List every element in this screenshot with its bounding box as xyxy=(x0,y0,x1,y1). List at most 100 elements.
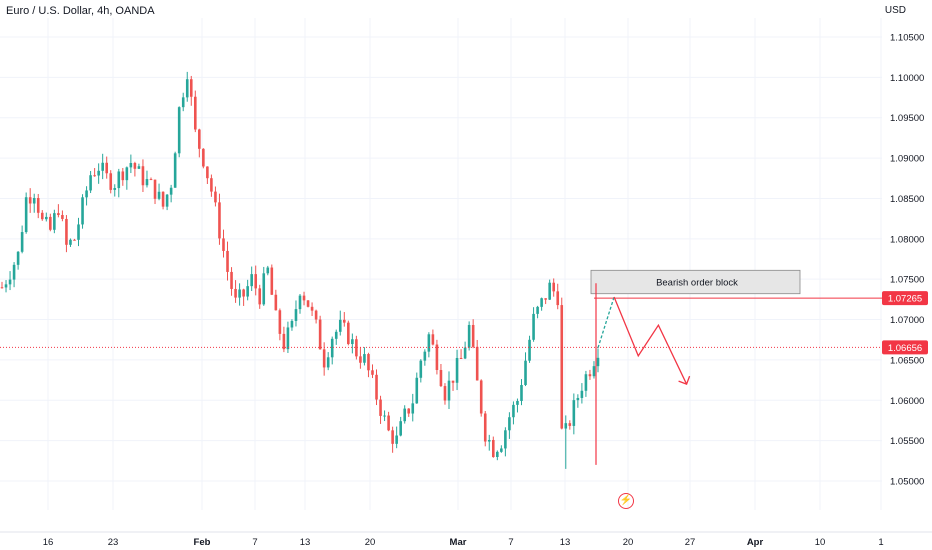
order-block-rect[interactable] xyxy=(590,269,801,295)
price-level-badge xyxy=(882,340,928,355)
candle-body xyxy=(89,175,92,191)
candle-body xyxy=(592,366,596,377)
candle-body xyxy=(528,339,531,361)
candle-body xyxy=(431,334,435,345)
x-tick-label: 20 xyxy=(623,537,634,548)
candle-body xyxy=(32,198,36,204)
x-tick-label: 1 xyxy=(878,537,883,548)
candle-body xyxy=(129,163,133,168)
x-tick-label: 16 xyxy=(43,537,54,548)
y-tick-label: 1.06500 xyxy=(890,355,924,366)
candle-body xyxy=(516,400,519,405)
candle-body xyxy=(149,179,153,181)
candle-body xyxy=(544,298,547,300)
candle-body xyxy=(198,129,201,149)
candle-body xyxy=(181,97,185,108)
candle-body xyxy=(371,370,374,375)
candle-body xyxy=(218,202,221,239)
candle-body xyxy=(310,306,314,311)
candle-body xyxy=(250,274,253,287)
candle-body xyxy=(101,162,104,171)
x-tick-label: Mar xyxy=(450,537,467,548)
candle-body xyxy=(403,408,407,422)
candle-body xyxy=(185,79,189,98)
candle-body xyxy=(137,166,141,169)
candle-body xyxy=(214,191,217,203)
candle-body xyxy=(359,356,362,363)
candle-body xyxy=(596,357,600,367)
candle-body xyxy=(415,377,419,404)
price-levels-layer: 1.07265 1.06656 xyxy=(0,291,928,355)
candle-body xyxy=(85,190,88,198)
candle-body xyxy=(435,344,439,370)
candle-body xyxy=(443,386,447,401)
candle-body xyxy=(552,282,556,292)
candle-body xyxy=(286,327,290,350)
x-tick-label: 10 xyxy=(815,537,826,548)
candle-body xyxy=(447,380,451,401)
candle-body xyxy=(459,357,463,359)
candle-body xyxy=(61,215,64,219)
candle-body xyxy=(548,282,551,300)
candle-body xyxy=(572,400,576,426)
candle-body xyxy=(44,216,48,220)
x-tick-label: 13 xyxy=(300,537,311,548)
candle-body xyxy=(367,354,370,371)
y-tick-label: 1.10500 xyxy=(890,33,924,44)
candle-body xyxy=(467,324,471,348)
candle-body xyxy=(314,310,318,320)
candle-body xyxy=(278,310,282,334)
candle-body xyxy=(318,319,322,350)
candle-body xyxy=(8,279,12,285)
candle-body xyxy=(520,385,523,401)
candle-body xyxy=(254,274,258,289)
candle-body xyxy=(69,239,72,245)
candle-body xyxy=(169,187,173,195)
projection-layer xyxy=(597,296,691,385)
candle-body xyxy=(500,448,503,452)
candle-body xyxy=(334,331,338,339)
candle-body xyxy=(556,291,560,306)
candle-body xyxy=(294,309,298,321)
candle-body xyxy=(282,333,286,350)
candle-body xyxy=(576,397,580,401)
candle-body xyxy=(238,289,241,298)
projection-down-path xyxy=(613,296,688,385)
candle-body xyxy=(157,191,161,199)
candle-body xyxy=(24,197,28,233)
candle-body xyxy=(338,319,342,332)
candle-body xyxy=(524,360,527,386)
y-tick-label: 1.06000 xyxy=(890,396,924,407)
y-tick-label: 1.05500 xyxy=(890,436,924,447)
candle-body xyxy=(105,162,109,174)
candle-body xyxy=(290,320,294,328)
candle-body xyxy=(487,439,491,442)
lightning-icon[interactable]: ⚡ xyxy=(618,493,634,509)
candle-body xyxy=(20,232,24,252)
price-level-label: 1.06656 xyxy=(888,343,922,354)
candle-body xyxy=(77,224,80,240)
candle-body xyxy=(342,319,346,323)
y-tick-label: 1.08500 xyxy=(890,194,924,205)
candle-body xyxy=(298,295,302,310)
price-level-label: 1.07265 xyxy=(888,294,922,305)
candle-body xyxy=(387,415,390,431)
candle-body xyxy=(206,166,209,179)
candle-body xyxy=(177,107,181,154)
candle-body xyxy=(125,167,129,181)
candle-body xyxy=(419,360,423,378)
x-tick-label: 7 xyxy=(508,537,513,548)
candle-body xyxy=(463,347,467,359)
candle-body xyxy=(423,351,427,361)
y-tick-label: 1.07500 xyxy=(890,275,924,286)
candle-body xyxy=(189,79,193,97)
chart-title: Euro / U.S. Dollar, 4h, OANDA xyxy=(6,5,155,17)
candle-body xyxy=(161,191,165,207)
price-level-badge xyxy=(882,291,928,306)
candle-body xyxy=(588,374,592,377)
y-tick-label: 1.09500 xyxy=(890,113,924,124)
candle-body xyxy=(508,417,511,431)
y-tick-label: 1.10000 xyxy=(890,73,924,84)
